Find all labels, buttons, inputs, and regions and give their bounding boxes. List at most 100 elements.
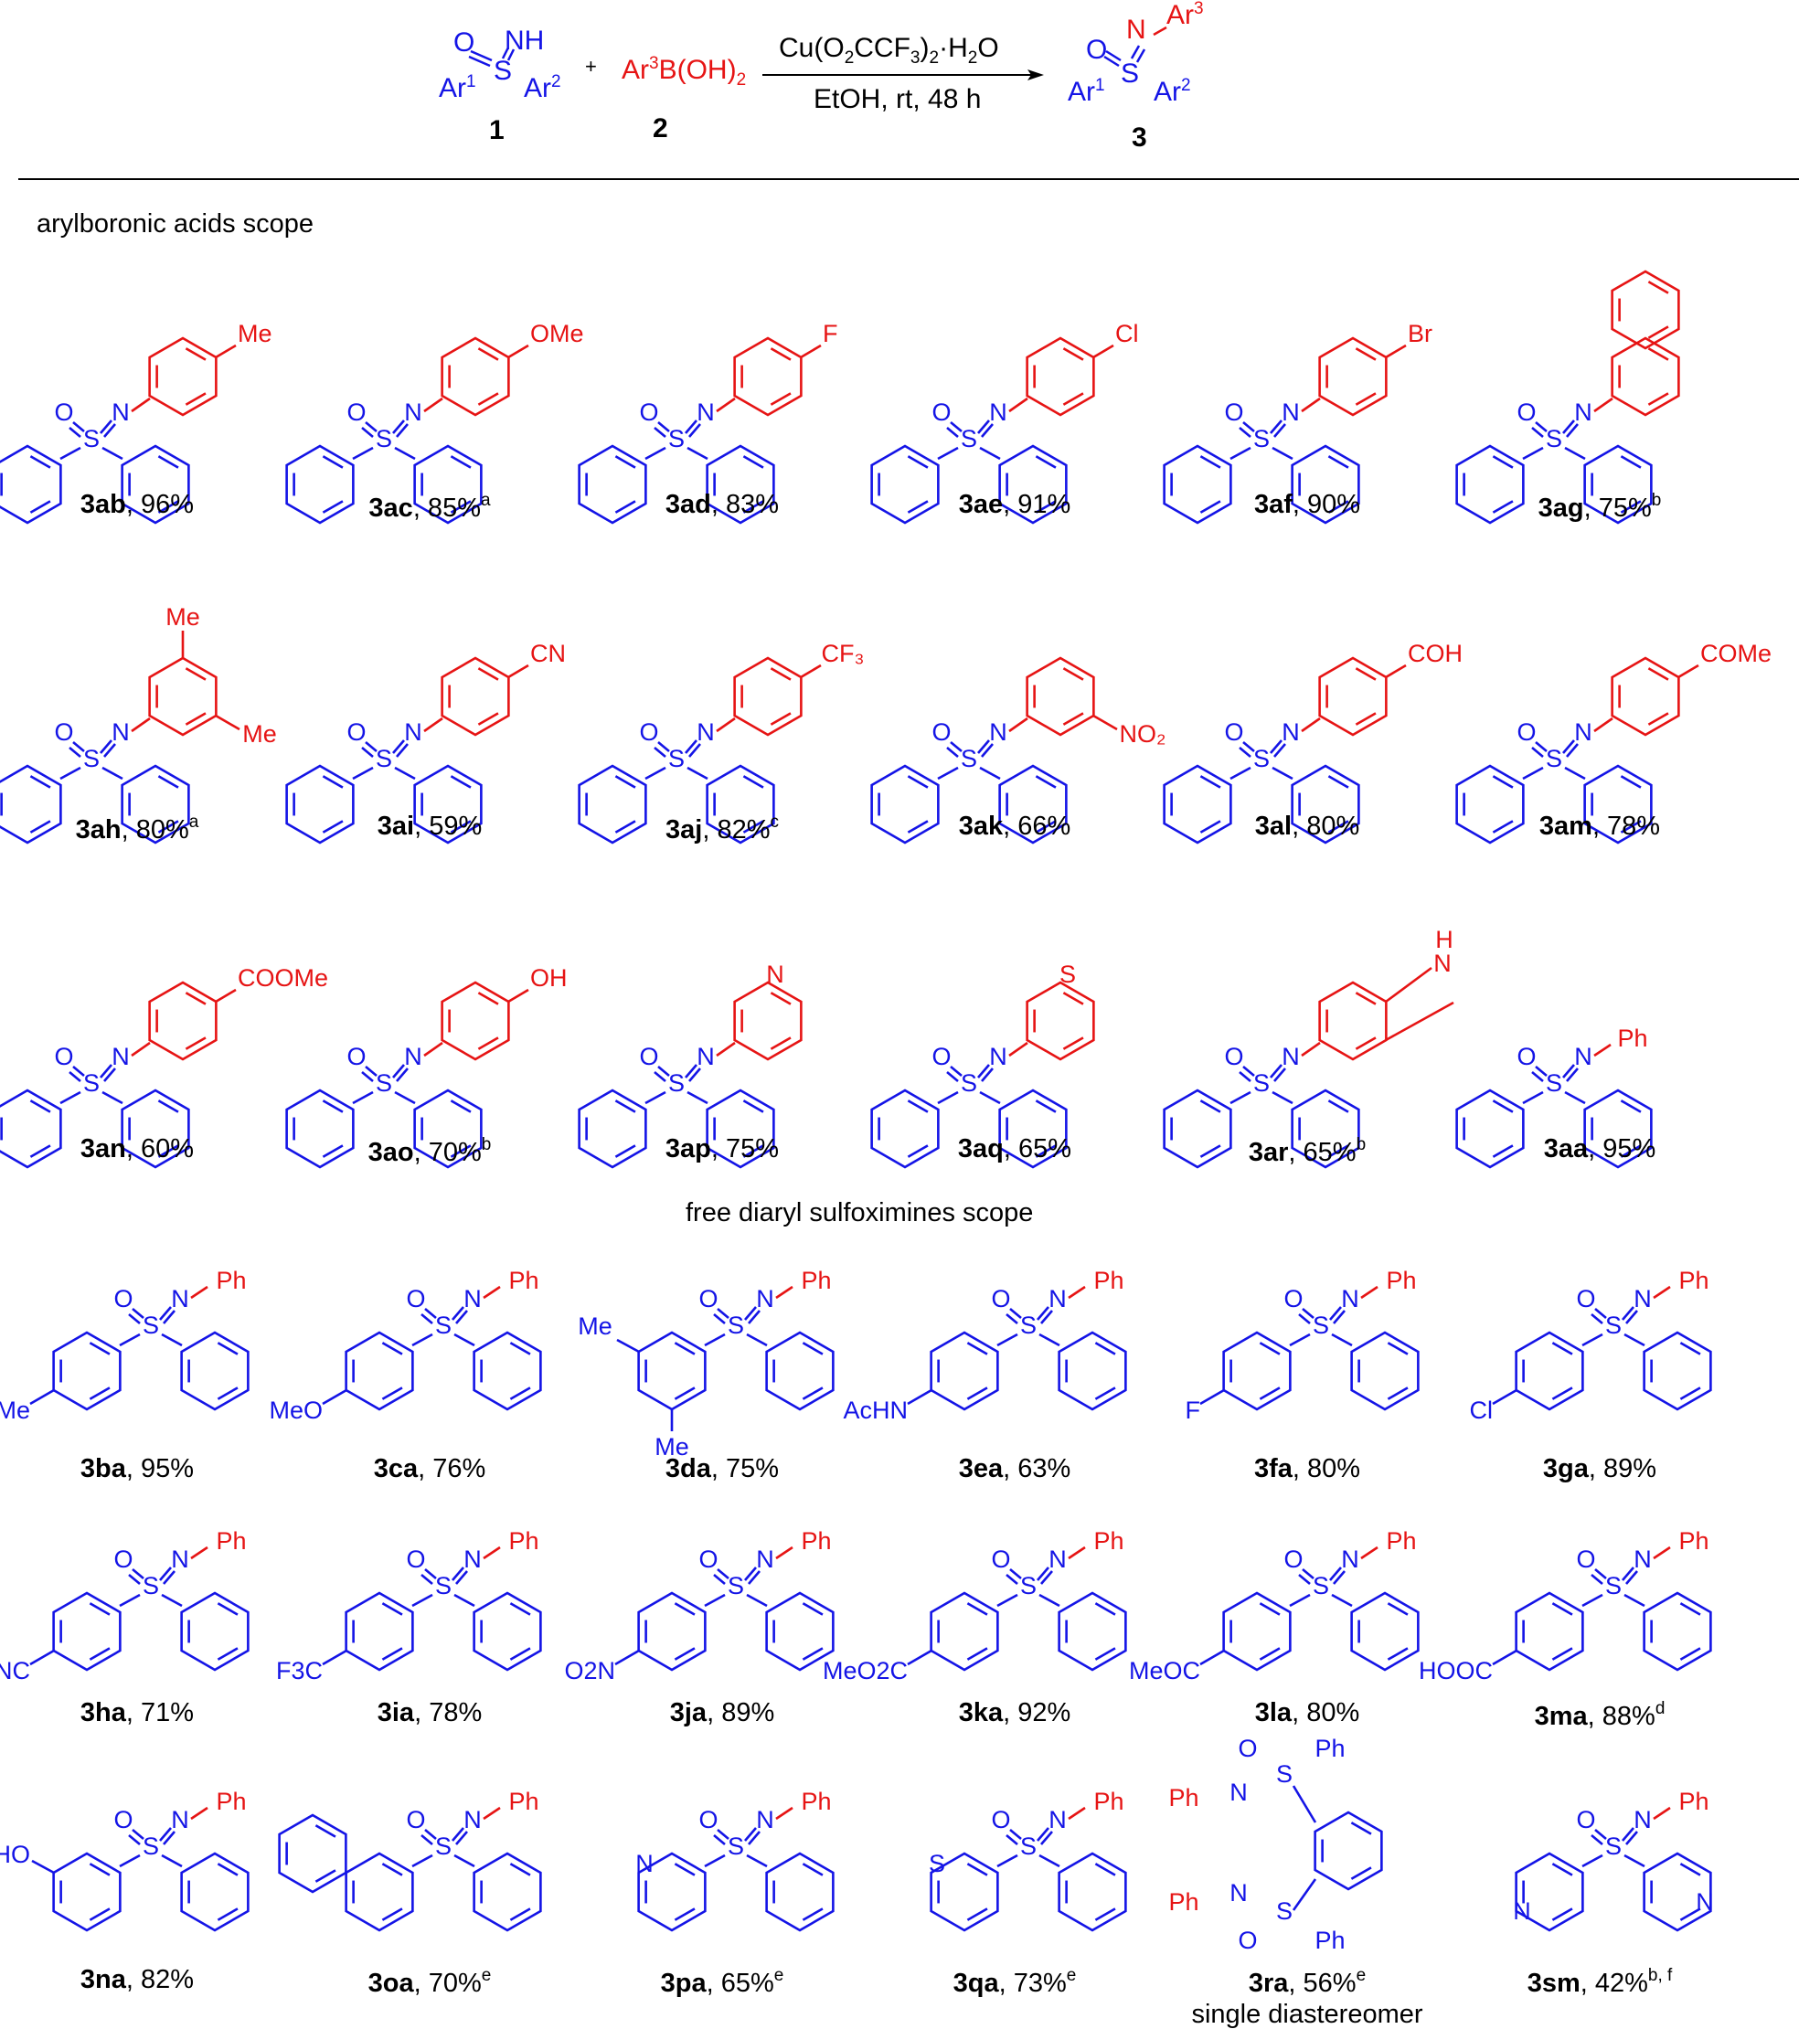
compound-id: 3aj (665, 815, 703, 845)
nitrogen-atom-label: N (989, 398, 1007, 426)
nitrogen-atom-label: N (404, 1043, 422, 1070)
sn-double-bond (163, 1570, 176, 1585)
right-aryl-ring (1350, 1331, 1420, 1411)
oxygen-atom-label: O (406, 1806, 425, 1833)
sc-bond (644, 446, 666, 461)
so-double-bond (72, 421, 85, 432)
compound-yield: , 78% (414, 1698, 483, 1727)
nitrogen-atom-label: N (1574, 398, 1592, 426)
structure-3ab: SO N Me (0, 320, 272, 525)
compound-yield: , 80% (121, 815, 189, 845)
so-double-bond (132, 1568, 144, 1579)
substituent-label: OMe (530, 320, 584, 347)
so-double-bond (1302, 1308, 1314, 1319)
so-double-bond (424, 1568, 437, 1579)
sn-double-bond (981, 1068, 994, 1082)
compound-id: 3da (665, 1454, 711, 1483)
oxygen-atom-label: O (698, 1546, 718, 1573)
compound-caption-3da: 3da, 75% (665, 1456, 779, 1482)
substituent-label: OH (530, 964, 568, 992)
reactant1-nh: NH (505, 26, 545, 56)
sn-double-bond (452, 1306, 464, 1321)
sn-double-bond (1040, 1570, 1053, 1585)
right-aryl-ring (706, 1089, 775, 1169)
n-phenyl-label: Ph (1386, 1527, 1416, 1555)
n-ph-bond (775, 1285, 793, 1300)
compound-yield: , 90% (1292, 490, 1361, 519)
substituent-bond (1385, 344, 1407, 359)
sn-double-bond (1273, 423, 1286, 438)
substituent-bond (507, 664, 529, 679)
so-double-bond (717, 1829, 729, 1840)
structure-3sm: SO N Ph N N (1513, 1788, 1714, 1932)
n-aryl-ring (1318, 656, 1388, 737)
sn-double-bond (396, 1068, 409, 1082)
oxygen-atom-label: O (1283, 1285, 1303, 1312)
n-aryl-ring (1026, 656, 1095, 737)
sn-double-bond (1037, 1827, 1049, 1842)
right-aryl-ring (1291, 764, 1360, 845)
sulfur-atom-label: S (1253, 745, 1270, 772)
compound-yield: , 92% (1003, 1698, 1071, 1727)
so-double-bond (1531, 427, 1544, 438)
right-aryl-ring (1291, 1089, 1360, 1169)
right-aryl-ring (413, 1089, 483, 1169)
compound-caption-3ar: 3ar, 65%b (1249, 1136, 1366, 1166)
oxygen-atom-label: O (1517, 718, 1536, 746)
structure-3aa: SO N Ph (1455, 1025, 1653, 1169)
so-double-bond (128, 1834, 141, 1845)
n-aryl-bond (423, 397, 443, 413)
ring-heteroatom-label: S (1059, 961, 1076, 988)
sn-double-bond (1562, 420, 1575, 434)
so-double-bond (69, 427, 81, 438)
sn-double-bond (688, 1068, 701, 1082)
compound-yield: , 95% (1588, 1134, 1656, 1163)
n-aryl-ring (1611, 656, 1680, 737)
compound-yield: , 65% (706, 1969, 774, 1998)
sc-bond (704, 1854, 726, 1868)
so-double-bond (128, 1574, 141, 1585)
sulfur-atom-label: S (376, 425, 392, 452)
sn-double-bond (977, 420, 990, 434)
sulfur-atom-label: S (83, 745, 100, 772)
nitrogen-atom-label: N (1574, 718, 1592, 746)
n-aryl-bond (1008, 717, 1028, 733)
right-aryl-ring (180, 1591, 250, 1672)
compound-caption-3ak: 3ak, 66% (959, 813, 1071, 840)
oxygen-atom-label: O (113, 1285, 133, 1312)
sc-bond (411, 1854, 433, 1868)
nitrogen-atom-label: N (1282, 398, 1300, 426)
ring-heteroatom-label: S (929, 1850, 945, 1877)
sc-bond (101, 1090, 123, 1105)
footnote-marker: e (1066, 1966, 1077, 1985)
structure-3ac: SO N OMe (285, 320, 584, 525)
sulfur-atom-label: S (668, 745, 685, 772)
reactant1-ar2: Ar2 (524, 72, 561, 103)
compound-id: 3ea (958, 1454, 1004, 1483)
sc-bond (1564, 446, 1586, 461)
nitrogen-atom-label: N (1048, 1546, 1067, 1573)
so-double-bond (1009, 1308, 1022, 1319)
compound-id: 3ak (958, 812, 1004, 841)
sc-bond (1623, 1593, 1645, 1608)
n-phenyl-label: Ph (801, 1267, 831, 1294)
sulfur-atom-label: S (728, 1572, 744, 1599)
reactant1-sulfur: S (494, 56, 513, 86)
n-phenyl-label: Ph (1093, 1527, 1123, 1555)
nitrogen-atom-label: N (756, 1806, 774, 1833)
compound-caption-3fa: 3fa, 80% (1254, 1456, 1360, 1482)
n-aryl-bond (1008, 397, 1028, 413)
conditions-solvent: EtOH, rt, 48 h (814, 84, 982, 114)
compound-yield: , 75% (710, 1454, 780, 1483)
right-aryl-ring (1583, 1089, 1653, 1169)
compound-yield: , 88% (1587, 1702, 1655, 1731)
sulfur-atom-label: S (83, 1069, 100, 1097)
left-aryl-ring (1222, 1591, 1292, 1672)
n-aryl-bond (131, 1041, 151, 1057)
sc-bond (644, 1090, 666, 1105)
so-double-bond (946, 427, 959, 438)
sn-double-bond (396, 423, 409, 438)
so-double-bond (1006, 1834, 1018, 1845)
phenyl-label: Ph (1314, 1927, 1345, 1954)
n-aryl-bond (423, 717, 443, 733)
